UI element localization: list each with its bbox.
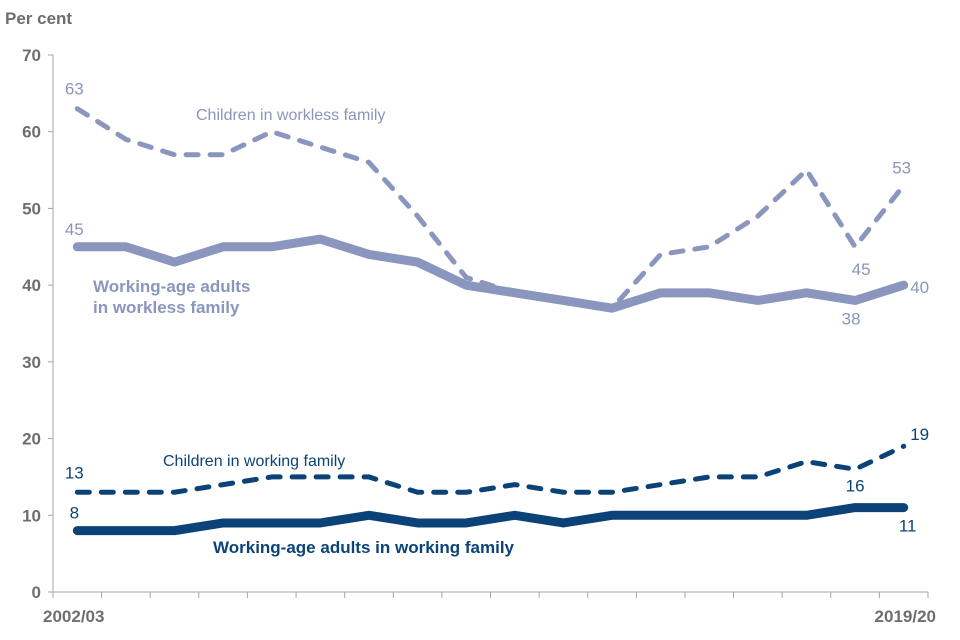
data-label: 45 [852, 260, 871, 279]
data-label: 38 [842, 309, 861, 328]
data-label: 45 [65, 220, 84, 239]
y-tick-label: 40 [22, 276, 41, 295]
series-line [72, 503, 909, 536]
y-axis-label: Per cent [5, 9, 72, 28]
axes: 0 10 20 30 40 50 60 70 2002/03 2019/20 [22, 46, 936, 626]
data-label: 40 [910, 278, 929, 297]
data-label: 11 [899, 517, 917, 536]
y-tick-label: 0 [32, 583, 41, 602]
data-label: 16 [846, 476, 865, 495]
y-tick-label: 70 [22, 46, 41, 65]
y-tick-label: 20 [22, 430, 41, 449]
y-tick-label: 60 [22, 123, 41, 142]
annotation-children-working: Children in working family [163, 453, 345, 470]
x-tick-label: 2002/03 [43, 607, 104, 626]
data-label: 8 [70, 504, 79, 523]
y-tick-label: 10 [22, 506, 41, 525]
data-label: 13 [65, 463, 84, 482]
data-label: 53 [892, 158, 911, 177]
annotation-adults-workless-line2: in workless family [93, 298, 240, 317]
annotation-adults-working: Working-age adults in working family [213, 538, 515, 557]
x-tick-label: 2019/20 [875, 607, 936, 626]
data-labels: 63 45 53 45 38 40 13 16 19 8 11 [65, 80, 929, 536]
annotation-children-workless: Children in workless family [196, 107, 385, 124]
data-label: 63 [65, 80, 84, 99]
series-group [72, 106, 909, 536]
y-tick-label: 50 [22, 199, 41, 218]
series-line [74, 443, 907, 495]
data-label: 19 [910, 425, 929, 444]
series-line [72, 234, 909, 313]
annotation-adults-workless-line1: Working-age adults [93, 277, 250, 296]
y-tick-label: 30 [22, 353, 41, 372]
